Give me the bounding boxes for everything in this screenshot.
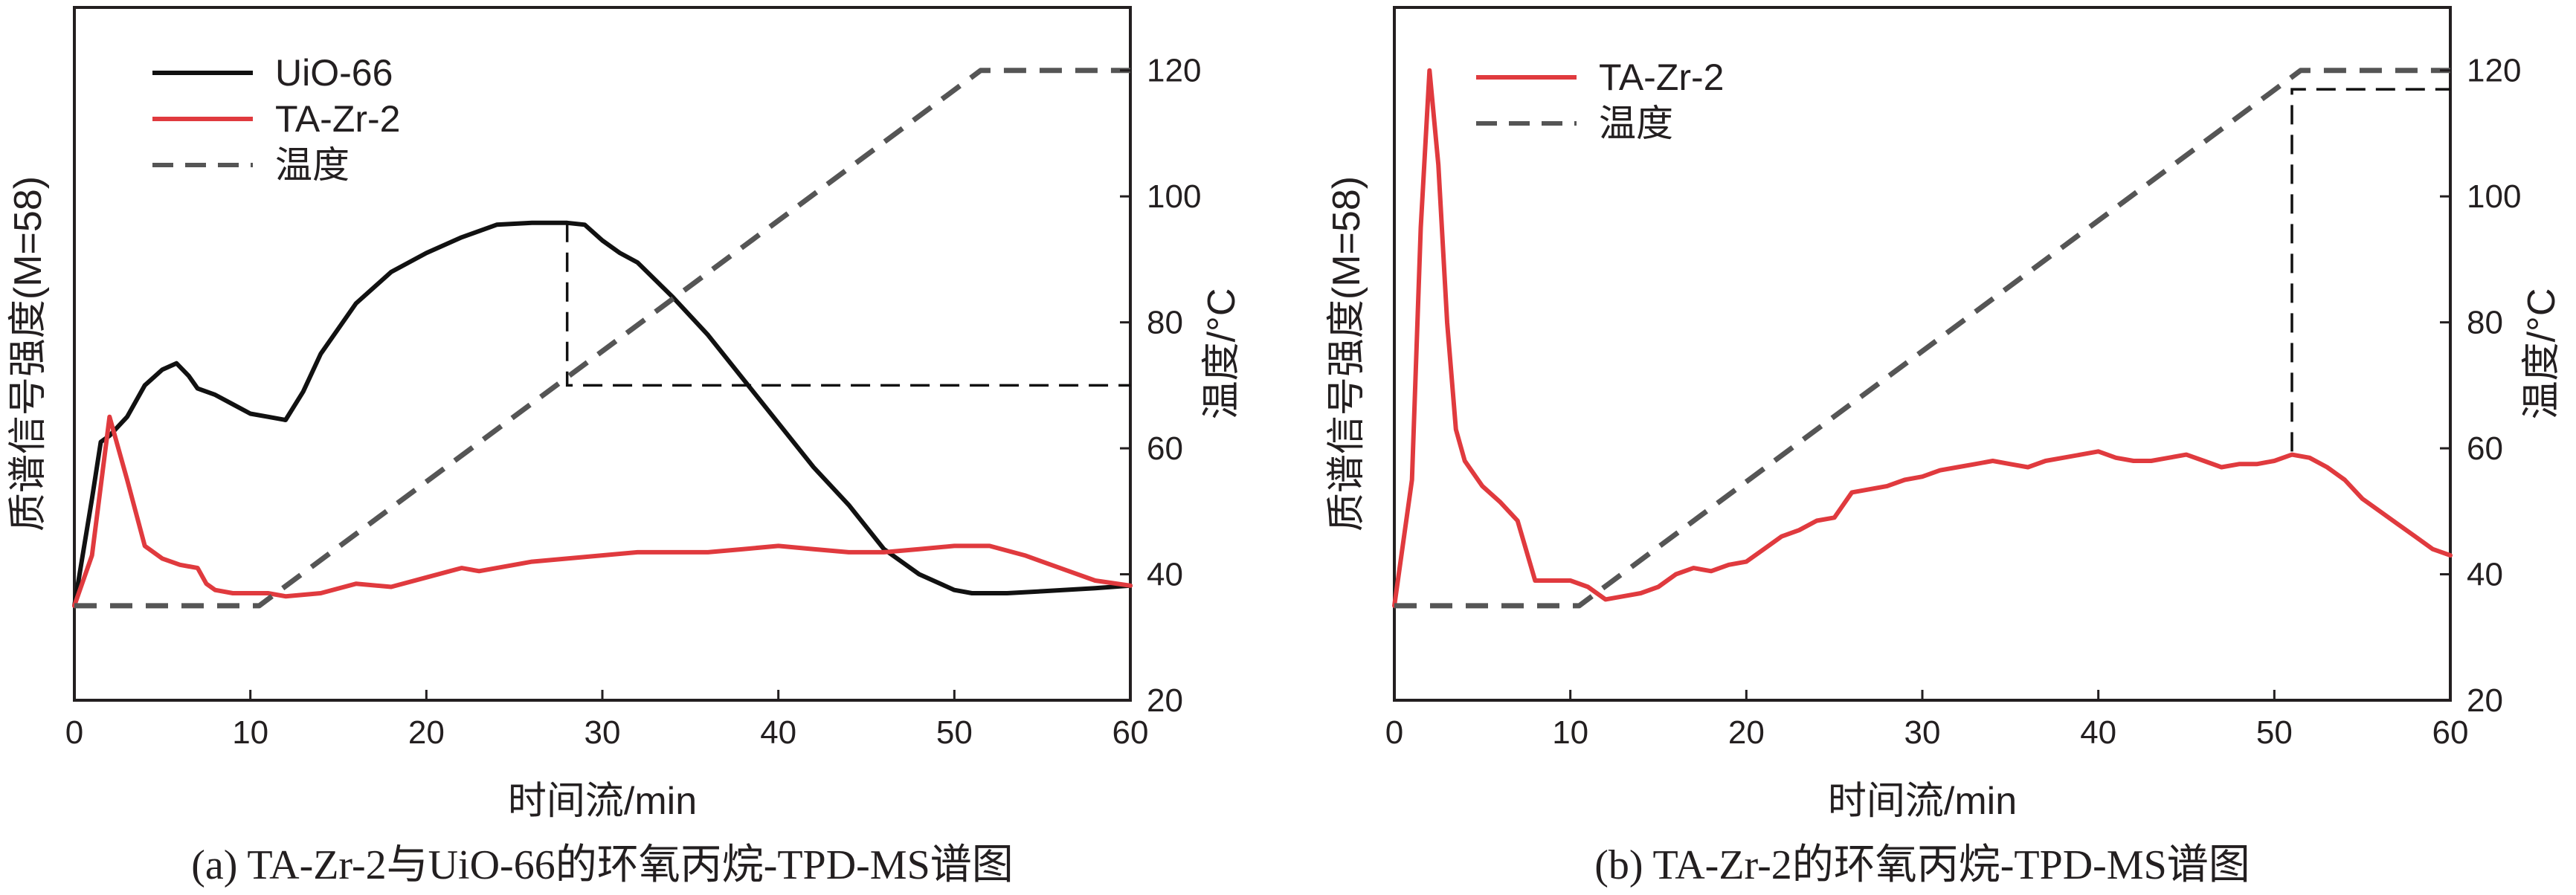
y-right-tick-label: 80 xyxy=(1147,305,1183,341)
panel-a-y-axis-left-title: 质谱信号强度(M=58) xyxy=(7,176,50,531)
x-tick-label: 10 xyxy=(232,714,268,751)
x-tick-label: 20 xyxy=(408,714,445,751)
y-right-tick-label: 120 xyxy=(1147,53,1201,89)
x-tick-label: 40 xyxy=(760,714,796,751)
y-right-tick-label: 20 xyxy=(2467,682,2503,719)
x-tick-label: 30 xyxy=(585,714,621,751)
panel-b-legend: TA-Zr-2 温度 xyxy=(1476,56,1724,144)
legend-label-ta-zr-2: TA-Zr-2 xyxy=(275,98,400,140)
dashed-guide-line xyxy=(565,222,1130,387)
x-tick-label: 60 xyxy=(2432,714,2469,751)
y-right-tick-label: 40 xyxy=(1147,557,1183,593)
panel-b-y-axis-right-title: 温度/°C xyxy=(2520,288,2563,420)
dashed-guide-line xyxy=(2290,88,2450,452)
y-right-tick-label: 100 xyxy=(1147,178,1201,215)
y-right-tick-label: 80 xyxy=(2467,305,2503,341)
legend-label-uio66: UiO-66 xyxy=(275,52,393,94)
panel-b-y-axis-left-title: 质谱信号强度(M=58) xyxy=(1325,176,1368,531)
legend-label-temperature: 温度 xyxy=(275,144,350,186)
x-tick-label: 40 xyxy=(2080,714,2116,751)
panel-a-marks xyxy=(72,68,1133,609)
x-tick-label: 50 xyxy=(936,714,973,751)
legend-label-temperature: 温度 xyxy=(1599,103,1673,144)
x-tick-label: 20 xyxy=(1728,714,1765,751)
y-right-tick-label: 40 xyxy=(2467,557,2503,593)
y-right-tick-label: 20 xyxy=(1147,682,1183,719)
panel-a-x-axis-title: 时间流/min xyxy=(508,780,697,823)
panel-b-x-axis-title: 时间流/min xyxy=(1828,780,2017,823)
series-line-ta-zr-2 xyxy=(72,414,1133,608)
x-tick-label: 0 xyxy=(65,714,83,751)
series-line-temperature xyxy=(74,68,1130,609)
y-right-tick-label: 100 xyxy=(2467,178,2521,215)
series-line-uio-66 xyxy=(72,220,1133,608)
panel-b-marks xyxy=(1392,68,2453,609)
series-line-ta-zr-2 xyxy=(1392,68,2453,608)
y-right-tick-label: 60 xyxy=(2467,430,2503,467)
panel-a-y-axis-right-title: 温度/°C xyxy=(1200,288,1243,420)
x-tick-label: 60 xyxy=(1112,714,1149,751)
x-tick-label: 30 xyxy=(1904,714,1941,751)
x-tick-label: 10 xyxy=(1552,714,1588,751)
legend-label-ta-zr-2: TA-Zr-2 xyxy=(1599,56,1724,98)
series-line-temperature xyxy=(1394,68,2450,609)
panel-a-caption: (a) TA-Zr-2与UiO-66的环氧丙烷-TPD-MS谱图 xyxy=(191,842,1013,888)
y-right-tick-label: 60 xyxy=(1147,430,1183,467)
y-right-tick-label: 120 xyxy=(2467,53,2521,89)
x-tick-label: 50 xyxy=(2256,714,2293,751)
panel-b-caption: (b) TA-Zr-2的环氧丙烷-TPD-MS谱图 xyxy=(1594,842,2250,888)
panel-a-legend: UiO-66 TA-Zr-2 温度 xyxy=(152,52,400,186)
x-tick-label: 0 xyxy=(1385,714,1403,751)
